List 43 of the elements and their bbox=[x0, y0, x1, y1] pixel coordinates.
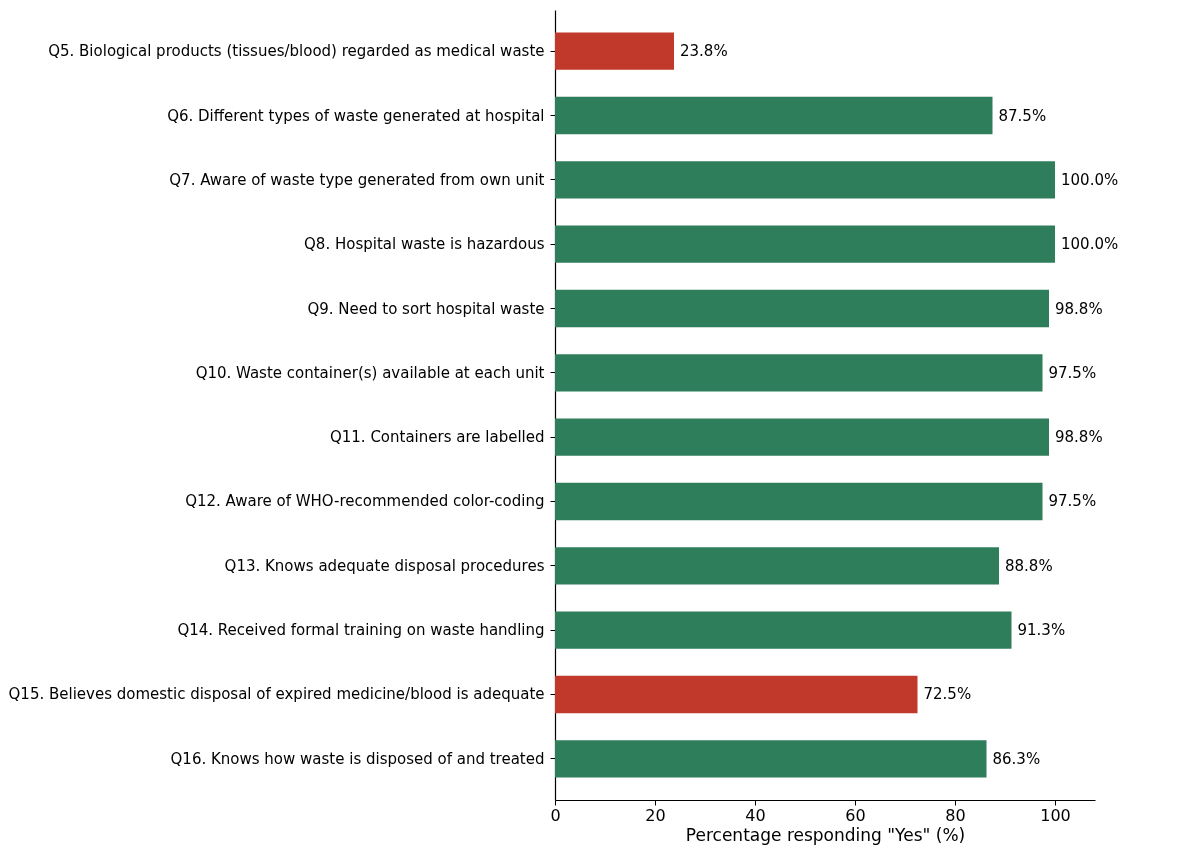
x-tick-label: 0 bbox=[550, 805, 561, 825]
bar bbox=[555, 740, 987, 778]
data-label: 97.5% bbox=[1048, 492, 1097, 511]
bar bbox=[555, 675, 918, 714]
y-tick-label: Q7. Aware of waste type generated from own unit bbox=[169, 170, 545, 189]
x-axis-title: Percentage responding "Yes" (%) bbox=[685, 824, 966, 845]
bar bbox=[555, 32, 674, 70]
bar bbox=[555, 161, 1055, 199]
x-tick-label: 100 bbox=[1040, 805, 1071, 825]
x-tick-label: 60 bbox=[845, 805, 866, 825]
data-label: 98.8% bbox=[1055, 428, 1103, 447]
y-tick-label: Q5. Biological products (tissues/blood) regarded as medical waste bbox=[48, 42, 545, 61]
data-label: 86.3% bbox=[992, 749, 1041, 768]
bar bbox=[555, 547, 999, 585]
data-label: 97.5% bbox=[1048, 363, 1097, 382]
x-tick-label: 80 bbox=[945, 805, 966, 825]
bar bbox=[555, 482, 1043, 521]
y-tick-label: Q6. Different types of waste generated at hospital bbox=[167, 106, 545, 125]
data-label: 100.0% bbox=[1061, 235, 1119, 254]
bar bbox=[555, 225, 1055, 263]
x-tick-label: 40 bbox=[745, 805, 766, 825]
data-label: 72.5% bbox=[923, 685, 972, 704]
y-tick-label: Q13. Knows adequate disposal procedures bbox=[224, 556, 545, 575]
data-label: 23.8% bbox=[680, 42, 728, 61]
y-tick-label: Q16. Knows how waste is disposed of and treated bbox=[170, 749, 545, 768]
data-label: 91.3% bbox=[1017, 621, 1066, 640]
bar bbox=[555, 354, 1043, 392]
y-tick-label: Q8. Hospital waste is hazardous bbox=[304, 235, 545, 254]
bar bbox=[555, 611, 1012, 649]
data-label: 88.8% bbox=[1005, 556, 1053, 575]
bar bbox=[555, 289, 1049, 328]
bar bbox=[555, 96, 993, 135]
y-tick-label: Q9. Need to sort hospital waste bbox=[307, 299, 545, 318]
data-label: 87.5% bbox=[998, 106, 1047, 125]
x-tick-label: 20 bbox=[645, 805, 666, 825]
y-tick-label: Q12. Aware of WHO-recommended color-coding bbox=[185, 492, 545, 511]
y-tick-label: Q11. Containers are labelled bbox=[329, 428, 545, 447]
bar bbox=[555, 418, 1049, 456]
data-label: 98.8% bbox=[1055, 299, 1103, 318]
data-label: 100.0% bbox=[1061, 170, 1119, 189]
y-tick-label: Q14. Received formal training on waste handling bbox=[177, 621, 545, 640]
y-tick-label: Q10. Waste container(s) available at each unit bbox=[195, 363, 545, 382]
y-tick-label: Q15. Believes domestic disposal of expired medicine/blood is adequate bbox=[8, 685, 545, 704]
